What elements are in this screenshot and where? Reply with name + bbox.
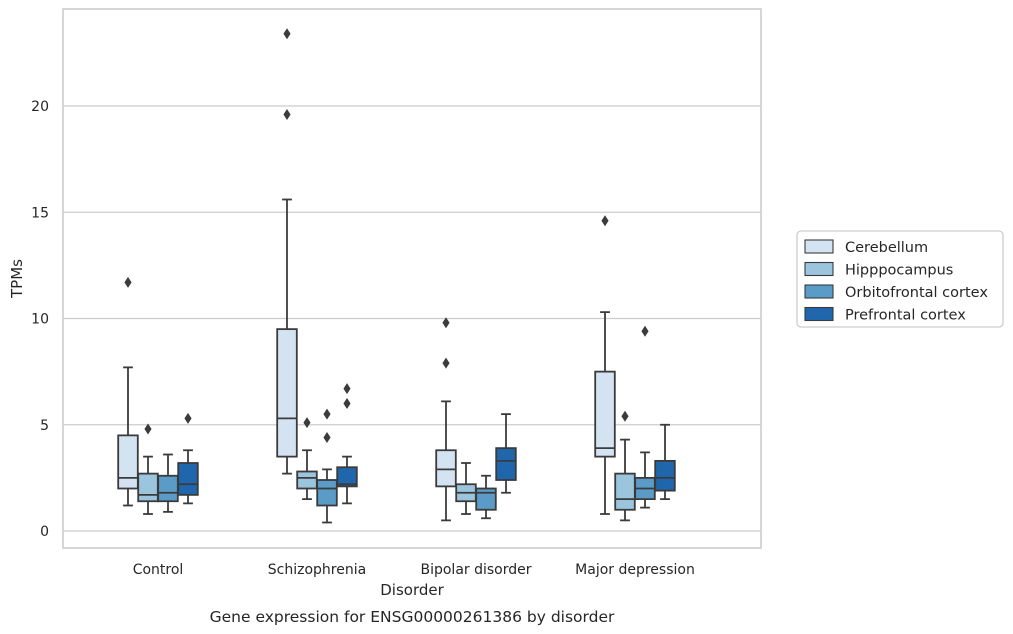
box-hipppocampus (614, 410, 636, 522)
box-body (316, 479, 338, 507)
box-body (594, 370, 616, 458)
box-body (117, 434, 139, 490)
box-body (177, 462, 199, 496)
box-prefrontal-cortex (177, 412, 199, 505)
boxes (117, 28, 676, 524)
box-body (157, 474, 179, 503)
box-body (296, 470, 318, 490)
legend-label: Orbitofrontal cortex (845, 285, 988, 301)
box-body (495, 447, 517, 481)
box-cerebellum (435, 317, 457, 522)
box-orbitofrontal-cortex (157, 453, 179, 513)
legend-label: Cerebellum (845, 240, 928, 256)
legend-swatch (804, 239, 834, 254)
outlier-point (323, 408, 331, 420)
box-body (435, 449, 457, 488)
box-cerebellum (594, 215, 616, 515)
outlier-point (283, 28, 291, 40)
box-prefrontal-cortex (654, 423, 676, 501)
gridlines (63, 105, 761, 532)
outlier-point (184, 412, 192, 424)
box-body (276, 328, 298, 458)
outlier-point (124, 276, 132, 288)
legend-label: Prefrontal cortex (845, 308, 966, 324)
outlier-point (641, 325, 649, 337)
box-body (475, 487, 497, 511)
outlier-point (601, 215, 609, 227)
legend-swatch (804, 284, 834, 299)
outlier-point (442, 357, 450, 369)
legend-swatch (804, 306, 834, 322)
y-tick-label: 10 (31, 312, 49, 328)
box-hipppocampus (296, 417, 318, 501)
outlier-point (442, 317, 450, 329)
y-tick-label: 0 (40, 524, 49, 540)
x-tick-label: Control (133, 562, 184, 578)
x-tick-label: Schizophrenia (268, 562, 366, 578)
outlier-point (621, 410, 629, 422)
box-body (137, 472, 159, 503)
y-tick-label: 5 (40, 418, 49, 434)
legend-frame (796, 230, 1004, 328)
y-tick-label: 15 (31, 205, 49, 221)
legend-swatch (804, 261, 834, 277)
outlier-point (283, 109, 291, 120)
box-prefrontal-cortex (336, 383, 358, 505)
outlier-point (343, 398, 351, 409)
chart-caption: Gene expression for ENSG00000261386 by d… (210, 608, 615, 626)
box-body (654, 459, 676, 492)
box-hipppocampus (137, 423, 159, 515)
outlier-point (144, 423, 152, 435)
outlier-point (303, 417, 311, 429)
legend-label: Hipppocampus (845, 263, 953, 279)
x-axis-label: Disorder (380, 581, 444, 599)
box-body (336, 466, 358, 488)
box-cerebellum (117, 276, 139, 507)
outlier-point (323, 432, 331, 443)
outlier-point (343, 383, 351, 395)
box-body (614, 472, 636, 511)
box-orbitofrontal-cortex (316, 408, 338, 524)
box-hipppocampus (455, 462, 477, 515)
box-orbitofrontal-cortex (634, 325, 656, 509)
y-axis-ticks: 0 5 10 15 20 (31, 99, 49, 540)
box-orbitofrontal-cortex (475, 474, 497, 520)
box-cerebellum (276, 28, 298, 475)
legend: Cerebellum Hipppocampus Orbitofrontal cort… (796, 230, 1004, 328)
y-tick-label: 20 (31, 99, 49, 115)
x-tick-label: Bipolar disorder (420, 562, 531, 578)
box-prefrontal-cortex (495, 413, 517, 494)
x-axis-ticks: Control Schizophrenia Bipolar disorder Majo… (133, 562, 695, 578)
plot-frame (62, 8, 762, 549)
x-tick-label: Major depression (575, 562, 695, 578)
y-axis-label: TPMs (8, 259, 26, 299)
